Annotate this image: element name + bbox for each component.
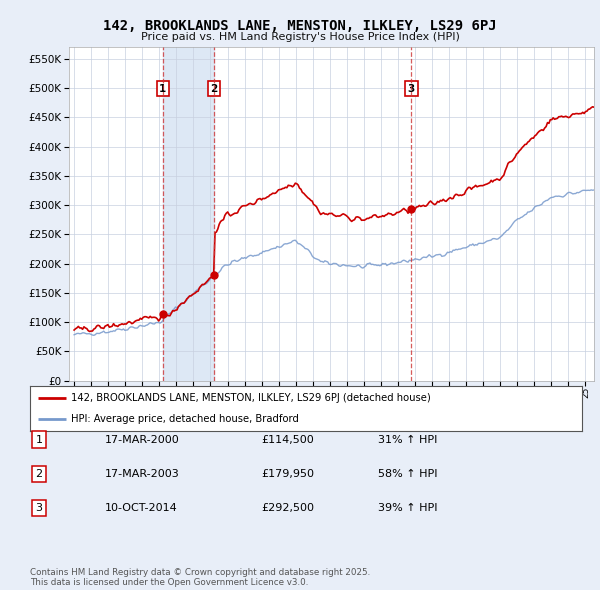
Text: 2: 2 (211, 84, 218, 94)
Bar (163, 47, 214, 381)
Text: 39% ↑ HPI: 39% ↑ HPI (378, 503, 437, 513)
Text: 142, BROOKLANDS LANE, MENSTON, ILKLEY, LS29 6PJ (detached house): 142, BROOKLANDS LANE, MENSTON, ILKLEY, L… (71, 394, 431, 404)
Text: £292,500: £292,500 (261, 503, 314, 513)
Text: 17-MAR-2003: 17-MAR-2003 (105, 469, 180, 478)
Text: 2: 2 (35, 469, 43, 478)
Text: 10-OCT-2014: 10-OCT-2014 (105, 503, 178, 513)
Text: 3: 3 (407, 84, 415, 94)
Text: 31% ↑ HPI: 31% ↑ HPI (378, 435, 437, 444)
Text: Price paid vs. HM Land Registry's House Price Index (HPI): Price paid vs. HM Land Registry's House … (140, 32, 460, 42)
Text: 58% ↑ HPI: 58% ↑ HPI (378, 469, 437, 478)
Text: HPI: Average price, detached house, Bradford: HPI: Average price, detached house, Brad… (71, 414, 299, 424)
Text: 17-MAR-2000: 17-MAR-2000 (105, 435, 180, 444)
Text: £114,500: £114,500 (261, 435, 314, 444)
Text: £179,950: £179,950 (261, 469, 314, 478)
Text: 1: 1 (35, 435, 43, 444)
Text: 142, BROOKLANDS LANE, MENSTON, ILKLEY, LS29 6PJ: 142, BROOKLANDS LANE, MENSTON, ILKLEY, L… (103, 19, 497, 33)
Text: Contains HM Land Registry data © Crown copyright and database right 2025.
This d: Contains HM Land Registry data © Crown c… (30, 568, 370, 587)
Text: 3: 3 (35, 503, 43, 513)
Text: 1: 1 (159, 84, 167, 94)
